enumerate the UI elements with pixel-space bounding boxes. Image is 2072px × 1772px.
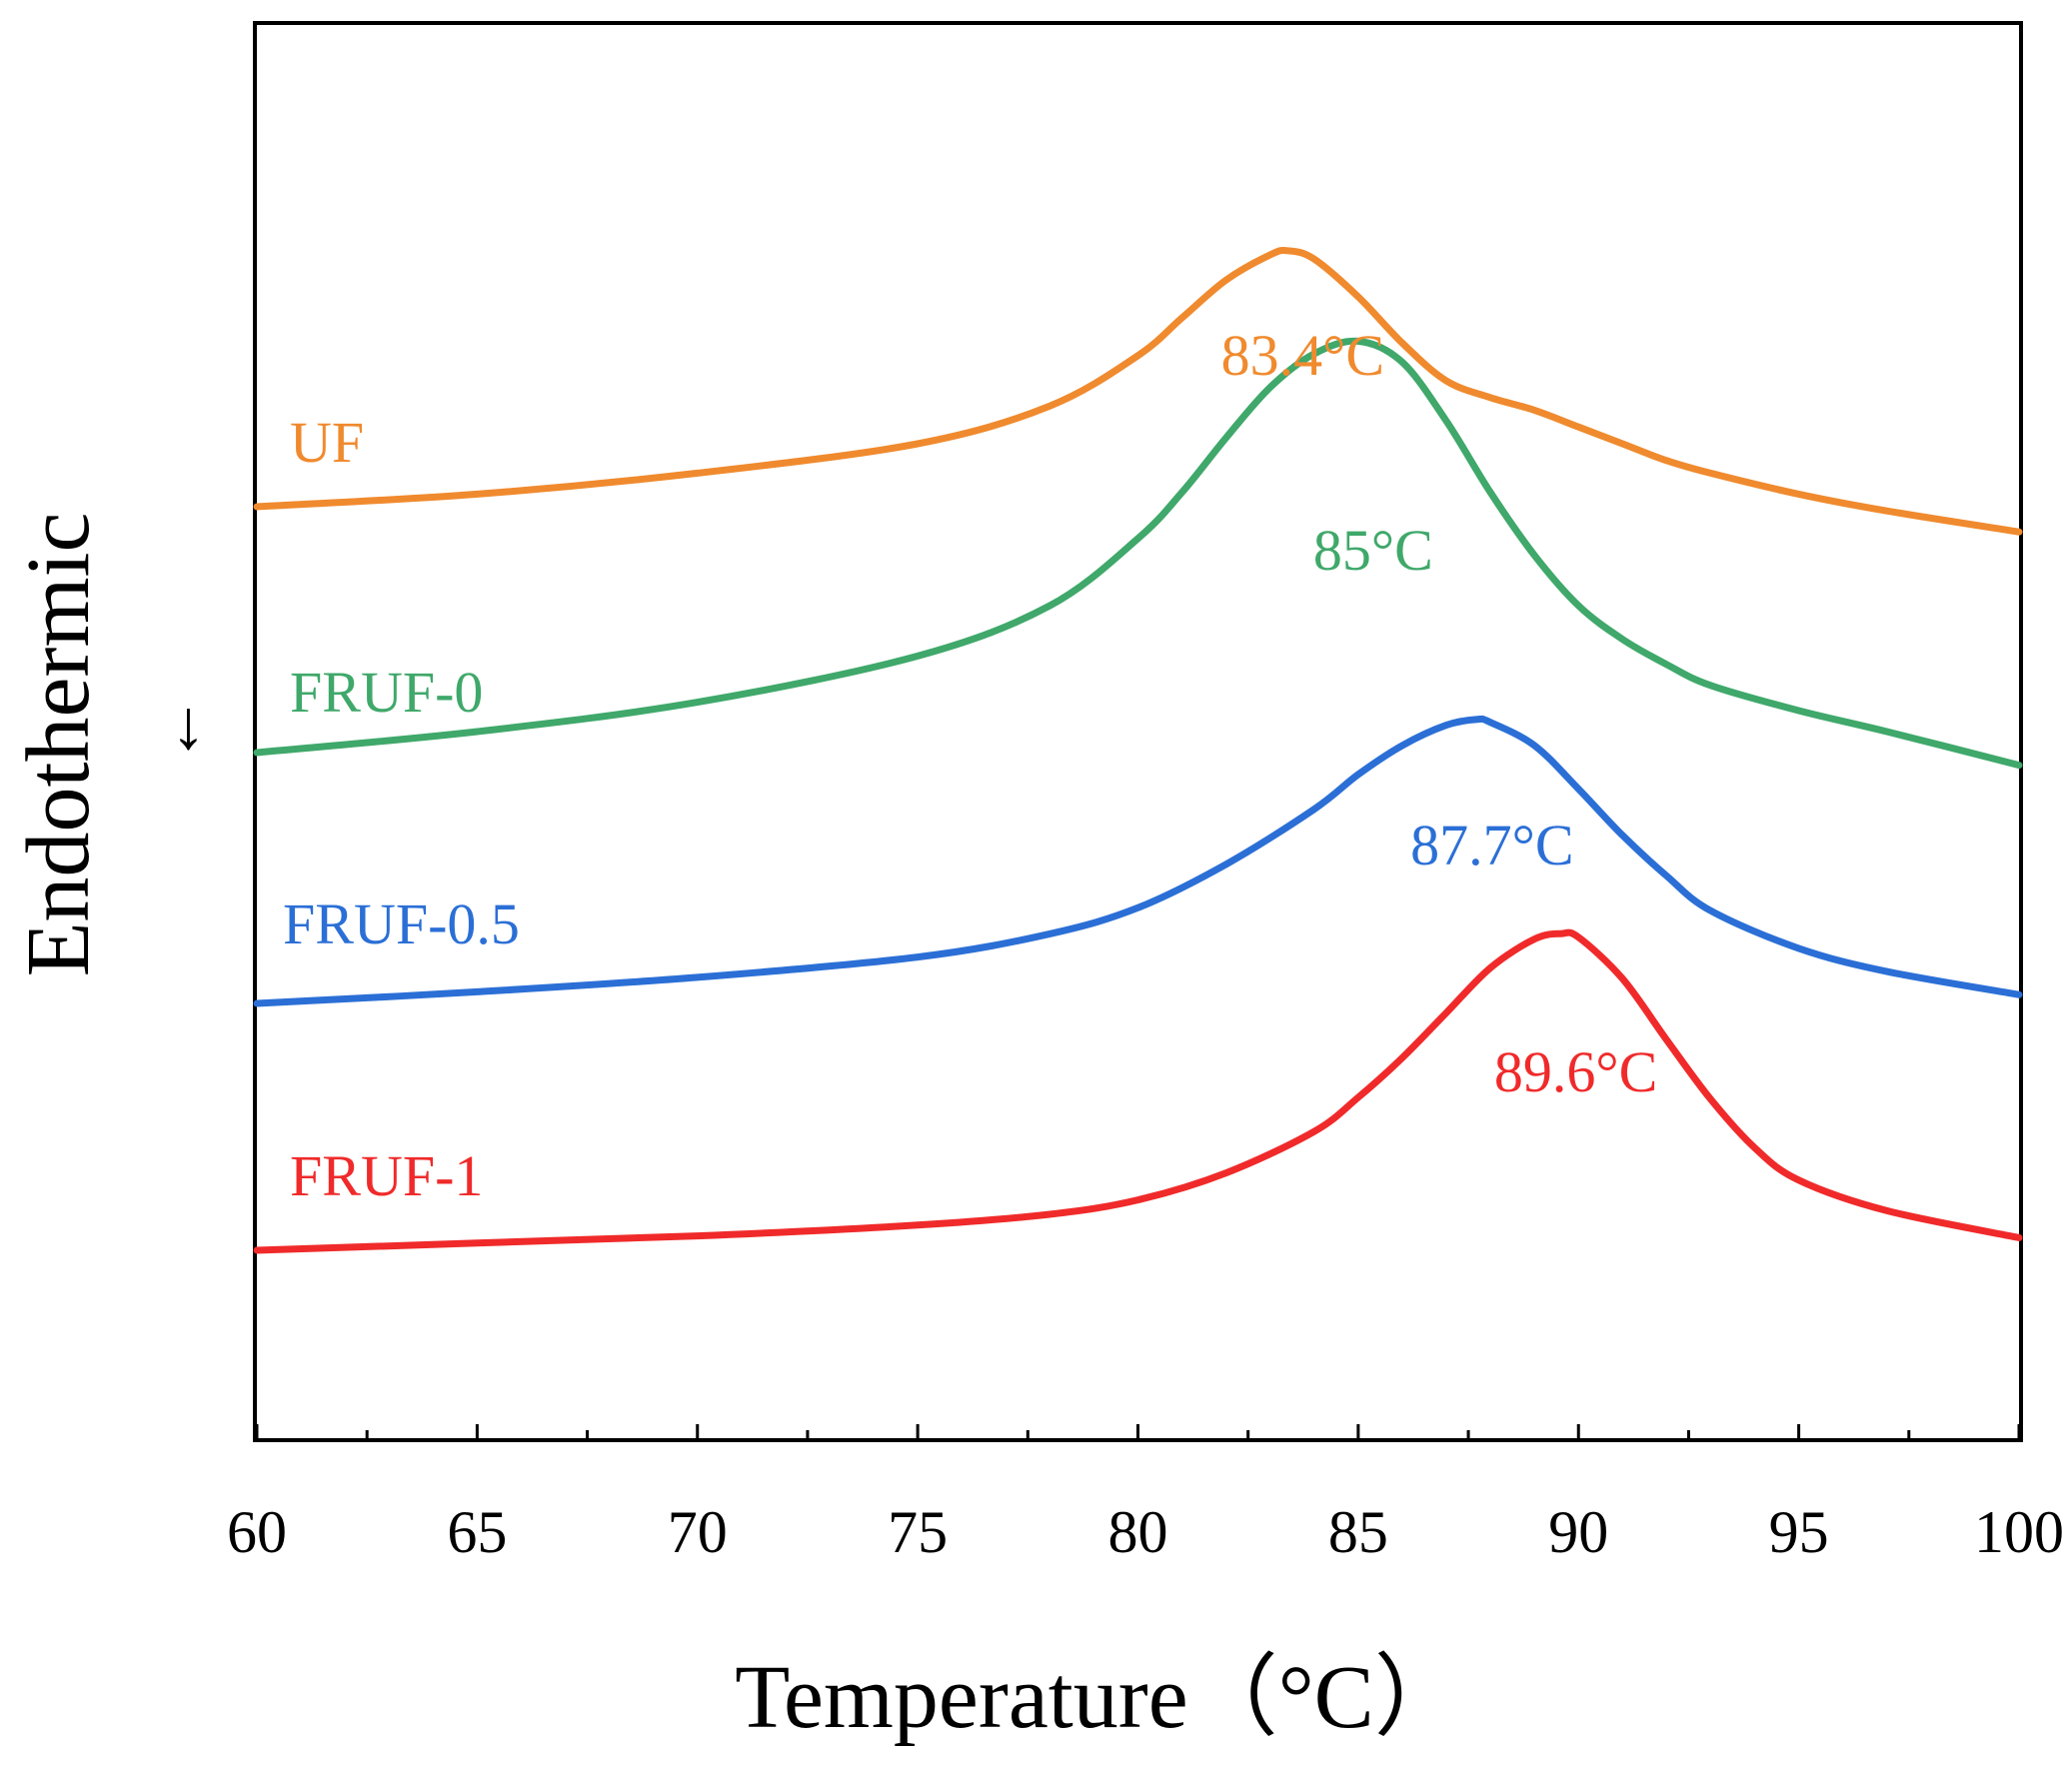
series-label: UF [290,410,364,475]
x-axis-tick-labels: 60 65 70 75 80 85 90 95 100 [227,1499,2064,1565]
peak-temperature-label: 87.7°C [1410,813,1573,878]
series-line-fruf-0-5 [253,715,2023,1007]
series-label: FRUF-0.5 [283,891,520,956]
x-tick-label: 60 [227,1499,287,1565]
y-axis-title: Endothermic [9,513,108,977]
x-tick-label: 65 [447,1499,507,1565]
x-axis-title: Temperature（°C） [735,1648,1463,1747]
x-tick-label: 85 [1328,1499,1388,1565]
endothermic-direction-arrow: ← [139,695,216,765]
x-axis-ticks [255,1424,2021,1438]
peak-temperature-label: 83.4°C [1221,323,1384,388]
series-label-layer: UF 83.4°C FRUF-0 85°C FRUF-0.5 87.7°C FRUF-1 89… [283,323,1657,1208]
peak-temperature-label: 89.6°C [1494,1039,1657,1104]
series-layer [253,246,2023,1254]
series-label: FRUF-1 [290,1143,483,1208]
x-tick-label: 70 [668,1499,728,1565]
x-tick-label: 95 [1769,1499,1829,1565]
x-tick-label: 75 [888,1499,948,1565]
series-line-uf [253,246,2023,536]
series-line-fruf-1 [253,928,2023,1254]
x-tick-label: 80 [1108,1499,1168,1565]
x-tick-label: 100 [1974,1499,2064,1565]
peak-temperature-label: 85°C [1313,518,1433,583]
x-tick-label: 90 [1548,1499,1608,1565]
series-label: FRUF-0 [290,660,483,725]
series-line-fruf-0 [253,337,2023,770]
plot-area-frame [253,21,2023,1442]
